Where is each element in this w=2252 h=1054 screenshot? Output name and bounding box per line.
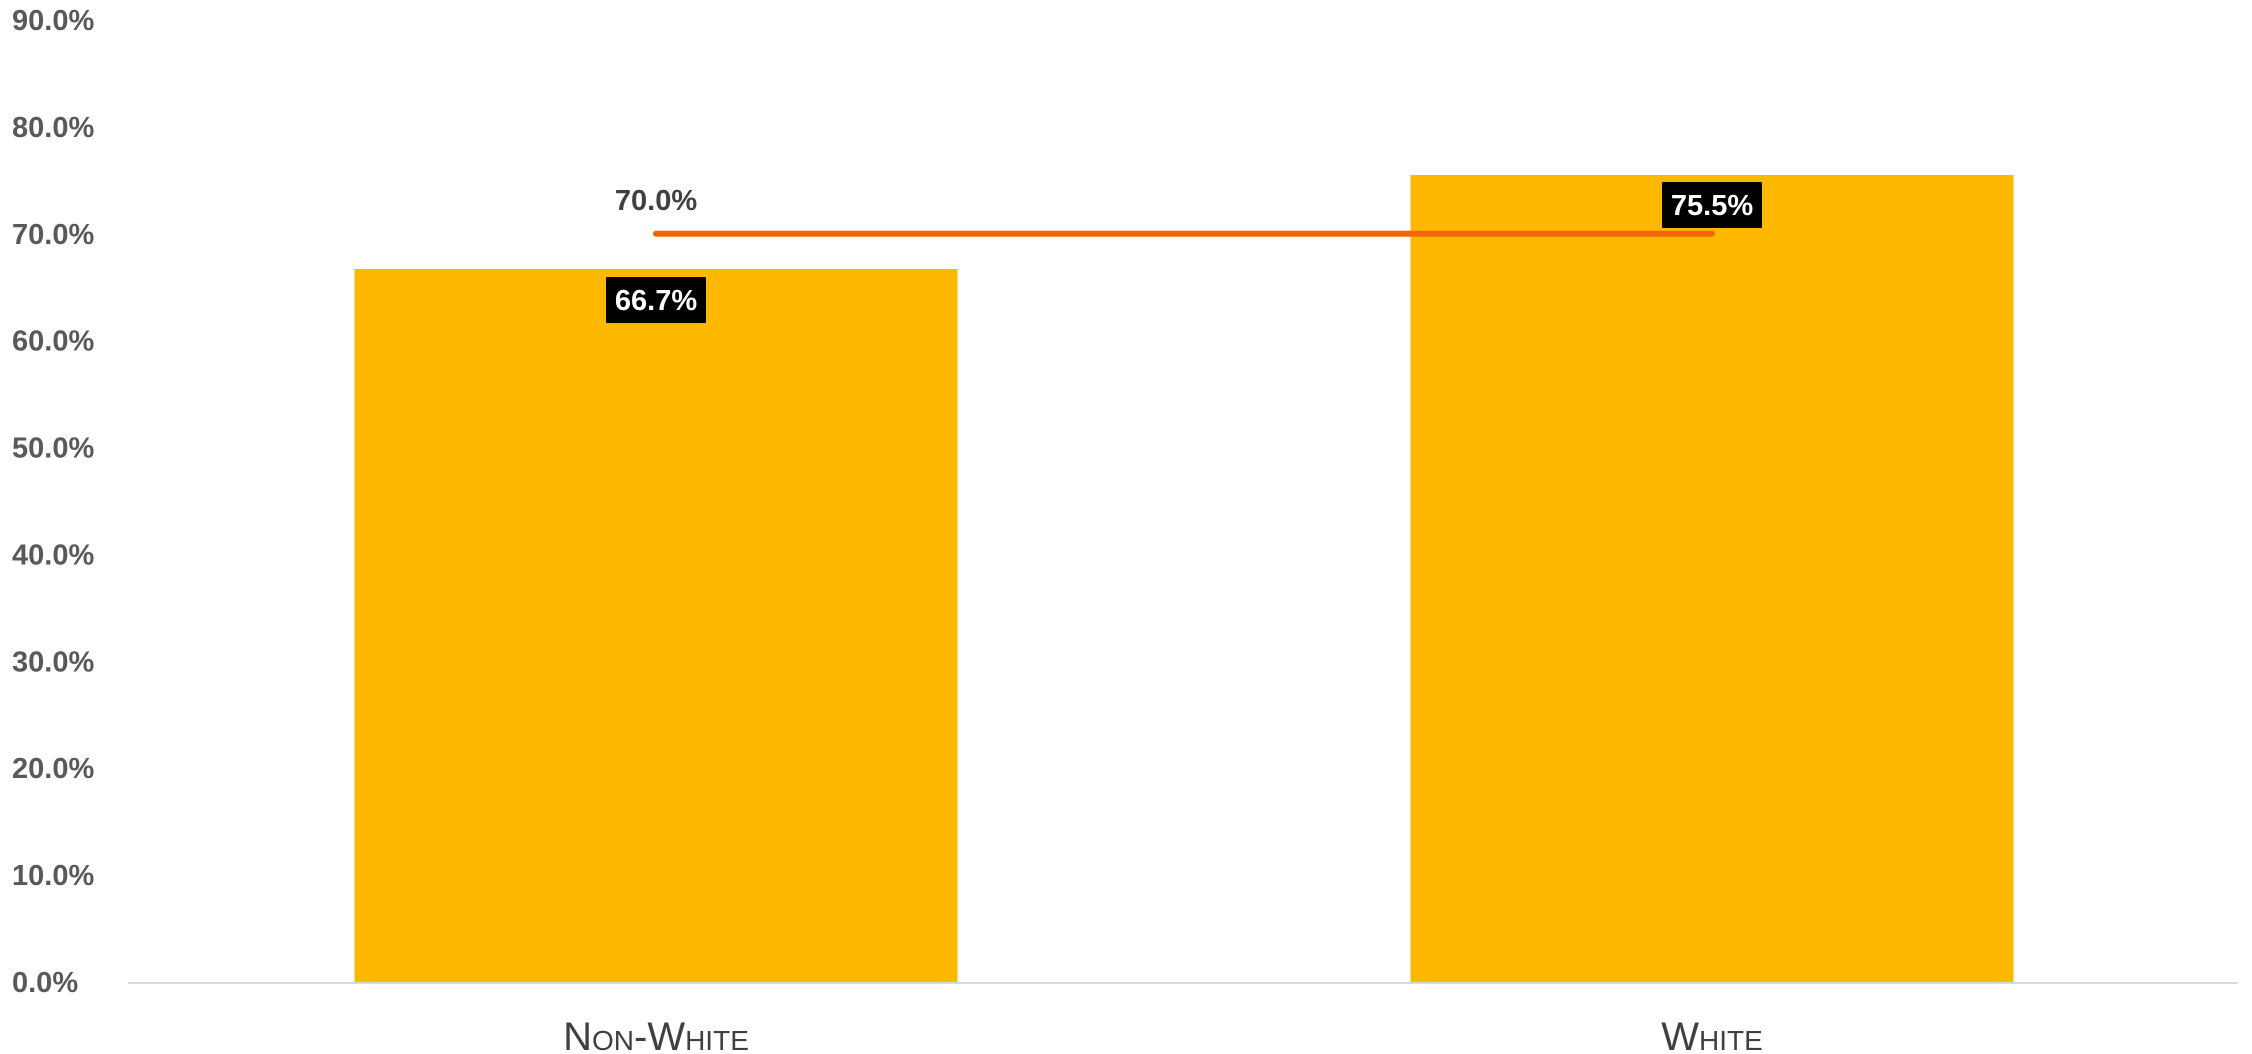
bars [354, 174, 2014, 982]
y-tick-label: 60.0% [12, 326, 94, 358]
y-axis: 0.0% 10.0% 20.0% 30.0% 40.0% 50.0% 60.0% 70.0% 8… [12, 5, 94, 999]
data-label-box [1662, 181, 1762, 228]
y-tick-label: 50.0% [12, 433, 94, 465]
data-labels: 66.7% 75.5% [606, 181, 1762, 324]
data-label-box [606, 277, 706, 324]
y-tick-label: 40.0% [12, 539, 94, 571]
y-tick-label: 10.0% [12, 860, 94, 892]
bar [1410, 174, 2014, 982]
y-tick-label: 0.0% [12, 967, 78, 999]
y-tick-label: 30.0% [12, 646, 94, 678]
data-label: 66.7% [615, 285, 697, 317]
bar [354, 269, 958, 982]
x-tick-label: White [1661, 1015, 1763, 1054]
y-tick-label: 80.0% [12, 112, 94, 144]
x-axis: Non-White White [563, 1015, 1763, 1054]
y-tick-label: 90.0% [12, 5, 94, 37]
target-line-label: 70.0% [615, 185, 697, 217]
x-tick-label: Non-White [563, 1015, 749, 1054]
target-line-group: 70.0% [615, 185, 1715, 237]
y-tick-label: 70.0% [12, 219, 94, 251]
data-label: 75.5% [1671, 190, 1753, 222]
y-tick-label: 20.0% [12, 753, 94, 785]
